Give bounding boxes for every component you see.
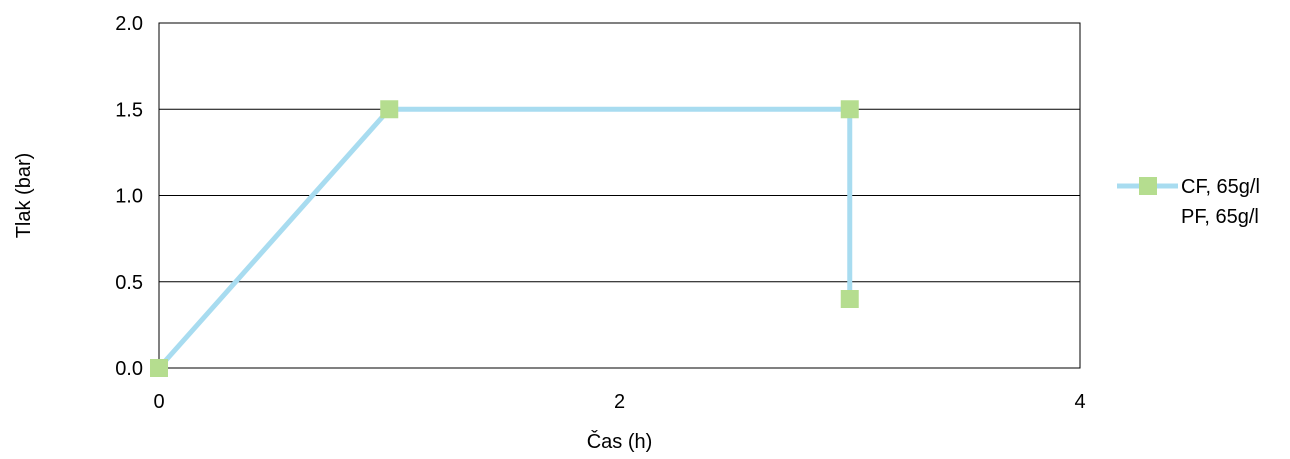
y-axis-title: Tlak (bar) — [13, 153, 35, 239]
y-axis-ticks: 0.0 0.5 1.0 1.5 2.0 — [115, 13, 143, 380]
x-tick-label: 4 — [1074, 391, 1085, 413]
y-tick-label: 1.5 — [115, 99, 143, 121]
x-tick-label: 0 — [153, 391, 164, 413]
gridlines — [159, 108, 1080, 283]
x-axis-title: Čas (h) — [587, 430, 653, 453]
plot-area — [158, 22, 1081, 369]
series-layer — [150, 100, 859, 377]
y-tick-label: 2.0 — [115, 13, 143, 35]
data-point — [840, 290, 859, 308]
y-tick-label: 0.0 — [115, 358, 143, 380]
data-point — [150, 359, 168, 377]
x-tick-label: 2 — [614, 391, 625, 413]
legend-entry-cf: CF, 65g/l — [1181, 176, 1260, 198]
data-point — [380, 100, 399, 119]
legend: CF, 65g/l PF, 65g/l — [1117, 176, 1260, 228]
series-line — [157, 106, 853, 370]
legend-marker — [1139, 177, 1157, 195]
x-axis-ticks: 0 2 4 — [153, 391, 1085, 413]
legend-entry-pf: PF, 65g/l — [1181, 206, 1259, 228]
data-point — [840, 100, 859, 119]
y-tick-label: 0.5 — [115, 272, 143, 294]
y-tick-label: 1.0 — [115, 186, 143, 208]
